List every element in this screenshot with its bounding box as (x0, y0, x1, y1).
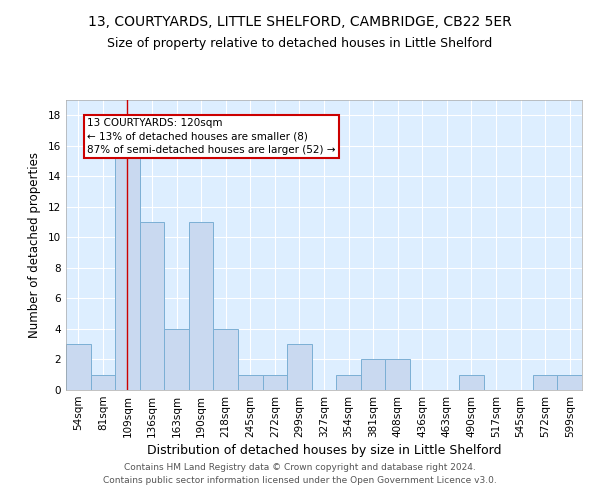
Y-axis label: Number of detached properties: Number of detached properties (28, 152, 41, 338)
Text: Size of property relative to detached houses in Little Shelford: Size of property relative to detached ho… (107, 38, 493, 51)
Bar (336, 374, 361, 390)
Bar (238, 374, 263, 390)
Bar (533, 374, 557, 390)
Text: Contains HM Land Registry data © Crown copyright and database right 2024.
Contai: Contains HM Land Registry data © Crown c… (103, 464, 497, 485)
Bar (164, 329, 189, 390)
Bar (459, 374, 484, 390)
X-axis label: Distribution of detached houses by size in Little Shelford: Distribution of detached houses by size … (147, 444, 501, 457)
Bar (189, 222, 214, 390)
Bar (214, 329, 238, 390)
Bar (140, 222, 164, 390)
Bar (287, 344, 312, 390)
Text: 13 COURTYARDS: 120sqm
← 13% of detached houses are smaller (8)
87% of semi-detac: 13 COURTYARDS: 120sqm ← 13% of detached … (87, 118, 335, 154)
Bar (263, 374, 287, 390)
Bar (66, 344, 91, 390)
Bar (115, 116, 140, 390)
Bar (557, 374, 582, 390)
Bar (91, 374, 115, 390)
Bar (385, 360, 410, 390)
Bar (361, 360, 385, 390)
Text: 13, COURTYARDS, LITTLE SHELFORD, CAMBRIDGE, CB22 5ER: 13, COURTYARDS, LITTLE SHELFORD, CAMBRID… (88, 15, 512, 29)
